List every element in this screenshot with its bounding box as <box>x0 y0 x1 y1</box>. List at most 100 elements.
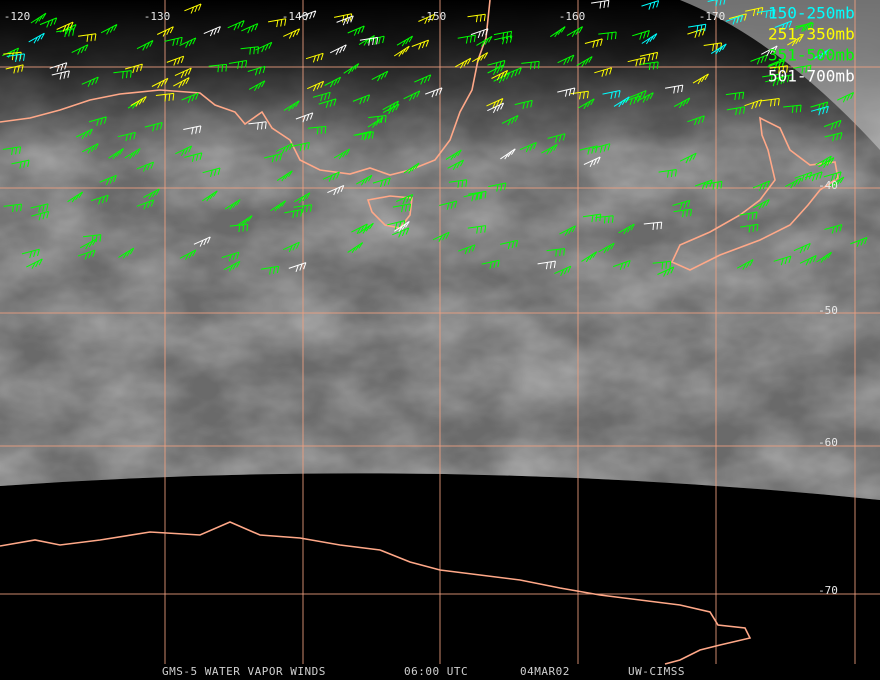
wind-barb <box>541 144 558 155</box>
wind-barb <box>774 20 793 31</box>
wind-barb <box>396 35 414 47</box>
wind-barb <box>356 174 373 186</box>
wind-barb <box>371 70 389 82</box>
wind-barb <box>643 221 663 231</box>
bright-cloud <box>680 0 880 150</box>
antarctica-coast <box>0 521 752 665</box>
wind-barb <box>382 103 400 115</box>
wind-barb <box>824 224 843 234</box>
wind-barb <box>736 259 754 270</box>
wind-barb <box>21 248 40 259</box>
wind-barb <box>268 18 287 28</box>
legend-entry: 351-500mb <box>768 46 855 65</box>
wind-barb <box>504 67 522 78</box>
wind-barb <box>411 39 430 50</box>
wind-barb <box>640 61 659 70</box>
wind-barb <box>673 97 691 109</box>
wind-barb <box>432 231 450 243</box>
wind-barb <box>470 28 489 39</box>
wind-barb <box>500 148 516 160</box>
wind-barb <box>136 199 155 210</box>
wind-barb <box>327 184 345 196</box>
wind-barb <box>814 48 831 60</box>
wind-barb <box>318 98 337 109</box>
wind-barb <box>118 247 135 259</box>
latitude-label: -60 <box>818 436 838 449</box>
wind-barb <box>521 60 540 70</box>
wind-barb <box>183 125 202 135</box>
wind-barb <box>248 121 267 130</box>
wind-barb <box>393 45 410 57</box>
wind-barb <box>202 167 221 178</box>
wind-barb <box>270 200 287 212</box>
wind-barb <box>275 143 293 154</box>
wind-barb <box>823 171 842 181</box>
wind-barb <box>31 210 50 221</box>
wind-barb <box>193 236 211 247</box>
wind-barb <box>618 223 635 235</box>
latitude-label: -50 <box>818 304 838 317</box>
wind-barb <box>333 148 351 160</box>
wind-barb <box>613 96 630 108</box>
wind-barb <box>707 0 726 7</box>
wind-barb <box>767 60 785 71</box>
wind-barb <box>566 26 584 37</box>
wind-barb <box>581 251 598 263</box>
wind-barb <box>30 12 47 24</box>
wind-barb <box>284 209 303 218</box>
wind-barb <box>324 76 342 88</box>
wind-barb <box>322 171 340 182</box>
wind-barb <box>164 36 183 47</box>
wind-barb <box>155 92 175 102</box>
wind-barb <box>288 262 307 272</box>
wind-barb <box>78 33 97 42</box>
wind-barb <box>632 30 650 40</box>
wind-barb <box>88 116 107 126</box>
wind-barb <box>695 179 713 190</box>
wind-barb <box>487 60 506 70</box>
labels: -120 -130 -140 -150 -160 -170 -40 -50 -60 -70 150-… <box>4 4 855 679</box>
legend-entry: 251-350mb <box>768 25 855 44</box>
wind-barb <box>850 237 868 247</box>
legend-entry: 150-250mb <box>768 4 855 23</box>
wind-barb <box>795 21 813 32</box>
wind-barb <box>728 13 747 23</box>
wind-barb <box>557 54 575 65</box>
wind-barb <box>5 64 24 74</box>
wind-barb <box>136 161 155 172</box>
wind-barb <box>208 63 228 73</box>
wind-barb <box>229 223 249 233</box>
wind-barb <box>559 225 576 236</box>
wind-barb <box>537 260 556 270</box>
wind-barb <box>306 80 325 92</box>
wind-barb <box>688 23 707 33</box>
wind-barb <box>49 62 68 72</box>
wind-barb <box>77 249 96 260</box>
wind-barb <box>692 73 709 85</box>
wind-barb <box>352 94 371 105</box>
wind-barb <box>687 115 705 126</box>
wind-barb <box>828 176 845 188</box>
wind-barb <box>454 57 472 69</box>
wind-barb <box>39 17 58 28</box>
wind-barb <box>282 241 300 253</box>
wind-barb <box>740 223 759 233</box>
wind-barb <box>392 203 412 213</box>
wind-barb <box>143 188 160 200</box>
wind-barb <box>570 90 589 100</box>
wind-barb <box>810 105 829 116</box>
wind-barb <box>343 63 360 75</box>
wind-barb <box>184 152 203 162</box>
wind-barb <box>457 34 476 44</box>
wind-barb <box>11 159 30 169</box>
wind-barb <box>100 24 118 35</box>
footer-text: 06:00 UTC <box>404 665 468 678</box>
wind-barb <box>291 142 310 152</box>
wind-barb <box>351 223 368 235</box>
wind-barb <box>487 102 505 114</box>
wind-barb <box>445 149 462 161</box>
wind-barb <box>179 37 197 48</box>
wind-barb <box>418 13 436 25</box>
wind-barb <box>793 64 812 74</box>
